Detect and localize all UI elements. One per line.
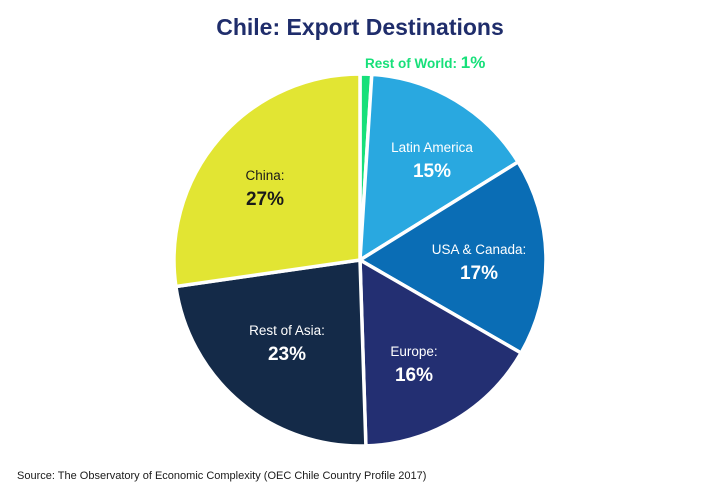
pie-slice-china [172,72,362,289]
data-label-name: Rest of World: [365,56,461,71]
data-label-rest-of-world: Rest of World: 1% [365,53,485,72]
pie-slice-usa-canada [358,160,548,355]
data-label-name-europe: Europe: [390,344,437,359]
data-label-value-latin-america: 15% [413,161,451,182]
chart-title: Chile: Export Destinations [216,14,504,40]
data-label-name-latin-america: Latin America [391,140,473,155]
data-label-name-rest-of-asia: Rest of Asia: [249,323,325,338]
data-label-value: 1% [461,53,486,72]
pie-slice-rest-of-asia [174,258,368,448]
pie-slice-latin-america [358,72,520,262]
pie-slice-europe [358,258,523,448]
data-label-value-usa-canada: 17% [460,263,498,284]
source-note: Source: The Observatory of Economic Comp… [17,470,427,482]
data-label-value-china: 27% [246,189,284,210]
data-label-name-china: China: [245,168,284,183]
data-label-name-usa-canada: USA & Canada: [432,242,527,257]
data-label-value-rest-of-asia: 23% [268,344,306,365]
data-label-value-europe: 16% [395,365,433,386]
